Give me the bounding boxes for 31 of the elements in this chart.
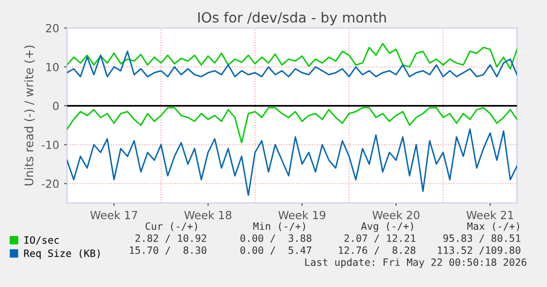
text: 2.07 / 12.21 [344,234,416,243]
y-tick-label: 20 [46,24,59,32]
text: Min (-/+) [253,222,306,232]
y-tick-label: 0 [53,102,59,110]
x-tick-label: Week 19 [278,210,326,220]
text: Avg (-/+) [361,222,414,232]
text: 95.83 / 80.51 [443,234,520,243]
text: 0.00 / 3.88 [240,234,312,243]
text: 12.76 / 8.28 [338,246,416,255]
text: 15.70 / 8.30 [130,246,206,255]
line-series [67,50,517,78]
text: Cur (-/+) [146,222,198,232]
text: 2.82 / 10.92 [136,234,206,243]
text: Last update: Fri May 22 00:50:18 2026 [305,258,526,268]
x-tick-label: Week 18 [184,210,232,220]
y-tick-label: -20 [42,180,59,188]
text: 0.00 / 5.47 [240,246,312,255]
y-axis-title: Units read (-) / write (+) [24,46,35,186]
x-tick-label: Week 20 [372,210,420,220]
x-tick-label: Week 21 [466,210,514,220]
legend-label: Req Size (KB) [24,249,100,259]
line-series [67,42,517,70]
y-tick-label: -10 [42,140,59,150]
chart-title: IOs for /dev/sda - by month [198,12,386,26]
line-series [67,107,517,144]
x-tick-label: Week 17 [90,210,138,220]
text: Max (-/+) [467,222,520,232]
legend-label: IO/sec [24,236,59,245]
line-series [67,128,517,196]
text: 113.52 /109.80 [438,246,520,255]
y-tick-label: 10 [46,62,59,72]
